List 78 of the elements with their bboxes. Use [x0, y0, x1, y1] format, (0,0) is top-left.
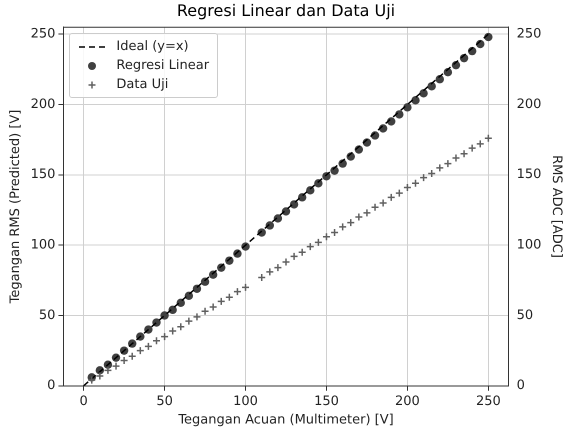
point [484, 134, 493, 143]
y2-tick-label: 250 [516, 26, 542, 42]
point [192, 312, 202, 322]
point [378, 198, 388, 208]
point [136, 346, 145, 355]
point [176, 322, 186, 331]
point [144, 342, 153, 351]
point [370, 202, 380, 212]
point [476, 140, 485, 148]
point [468, 144, 476, 152]
point [419, 173, 428, 182]
y-tick-label: 250 [30, 26, 56, 42]
point [452, 154, 460, 162]
x-tick-label: 150 [314, 394, 339, 409]
point [225, 292, 234, 302]
point [306, 242, 315, 251]
x-tick-label: 250 [476, 394, 501, 409]
point [427, 82, 436, 90]
point [403, 103, 412, 112]
x-tick-label: 200 [394, 394, 420, 409]
x-tick-label: 50 [156, 394, 173, 409]
legend-label: Ideal (y=x) [116, 39, 189, 54]
y2-tick-label: 100 [516, 238, 542, 253]
point [200, 307, 210, 316]
point [208, 302, 218, 312]
legend-label: Regresi Linear [116, 58, 210, 74]
point [217, 297, 226, 306]
point [460, 150, 468, 158]
point [411, 96, 420, 105]
point [354, 212, 364, 222]
x-tick-label: 100 [233, 394, 258, 409]
point [395, 188, 404, 198]
point [233, 287, 242, 296]
point [87, 376, 96, 384]
y-tick-label: 150 [30, 167, 56, 182]
chart-title: Regresi Linear dan Data Uji [176, 0, 396, 20]
point [403, 183, 412, 192]
point [241, 283, 250, 292]
point [184, 316, 194, 326]
point [298, 248, 306, 256]
point [290, 252, 298, 261]
y-tick-label: 0 [47, 378, 56, 394]
point [419, 89, 428, 98]
point [112, 362, 120, 370]
point [322, 232, 331, 241]
point [427, 169, 436, 178]
y-axis-title: Tegangan RMS (Predicted) [V] [8, 110, 24, 304]
point [274, 263, 282, 272]
legend-label: Data Uji [116, 77, 168, 92]
point [330, 228, 339, 237]
point [444, 159, 452, 168]
point [338, 222, 347, 232]
point [168, 326, 177, 336]
y2-tick-label: 50 [516, 308, 534, 323]
y2-axis-title: RMS ADC [ADC] [548, 155, 564, 258]
point [386, 193, 396, 202]
point [120, 356, 128, 365]
x-axis-title: Tegangan Acuan (Multimeter) [V] [177, 412, 394, 428]
y-tick-label: 200 [30, 96, 56, 112]
point [266, 268, 274, 276]
point [411, 179, 420, 188]
point [104, 366, 112, 375]
point [152, 336, 161, 346]
point [314, 238, 323, 247]
y-tick-label: 50 [38, 308, 56, 323]
point [257, 273, 266, 282]
point [128, 352, 136, 361]
x-tick-label: 0 [80, 394, 88, 409]
y-tick-label: 100 [30, 238, 56, 253]
point [436, 164, 444, 172]
point [346, 218, 356, 227]
y2-tick-label: 200 [516, 96, 542, 112]
point [160, 332, 169, 341]
y2-tick-label: 150 [516, 167, 542, 182]
point [96, 372, 104, 380]
point [282, 258, 290, 266]
y2-tick-label: 0 [516, 378, 525, 394]
point [362, 208, 372, 218]
